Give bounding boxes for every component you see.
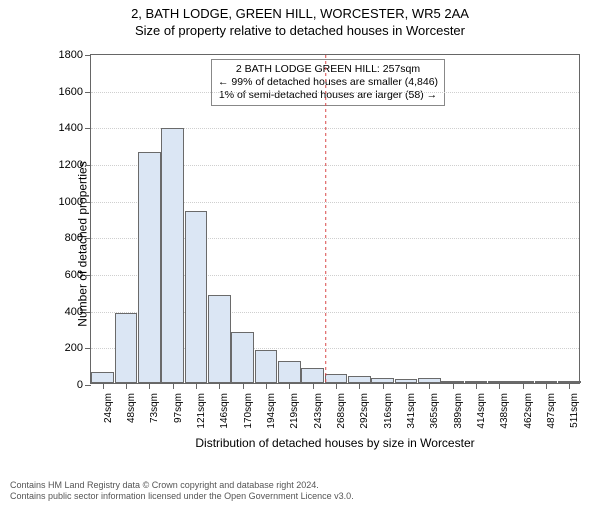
chart-title-line1: 2, BATH LODGE, GREEN HILL, WORCESTER, WR… — [0, 6, 600, 21]
x-tick — [383, 383, 384, 389]
chart-title-line2: Size of property relative to detached ho… — [0, 23, 600, 38]
x-tick-label: 121sqm — [196, 393, 207, 429]
x-tick-label: 341sqm — [406, 393, 417, 429]
y-tick-label: 1400 — [59, 122, 83, 134]
x-tick-label: 389sqm — [453, 393, 464, 429]
x-tick — [546, 383, 547, 389]
x-tick-label: 365sqm — [429, 393, 440, 429]
histogram-bar — [208, 295, 231, 383]
x-tick — [313, 383, 314, 389]
y-tick-label: 1800 — [59, 49, 83, 61]
x-tick-label: 48sqm — [126, 393, 137, 423]
credits-line2: Contains public sector information licen… — [10, 491, 354, 502]
histogram-bar — [91, 372, 114, 383]
y-tick — [85, 165, 91, 166]
annotation-line2: ← 99% of detached houses are smaller (4,… — [218, 76, 438, 89]
x-tick — [359, 383, 360, 389]
histogram-bar — [161, 128, 184, 383]
x-tick-label: 414sqm — [476, 393, 487, 429]
x-tick — [289, 383, 290, 389]
y-tick — [85, 312, 91, 313]
x-tick-label: 146sqm — [219, 393, 230, 429]
x-tick-label: 292sqm — [359, 393, 370, 429]
x-tick — [219, 383, 220, 389]
y-tick-label: 1000 — [59, 196, 83, 208]
x-tick — [173, 383, 174, 389]
x-tick — [453, 383, 454, 389]
x-tick — [266, 383, 267, 389]
histogram-bar — [231, 332, 254, 383]
histogram-bar — [255, 350, 278, 383]
x-tick — [196, 383, 197, 389]
y-tick-label: 400 — [65, 306, 83, 318]
x-tick-label: 194sqm — [266, 393, 277, 429]
x-tick — [499, 383, 500, 389]
annotation-line1: 2 BATH LODGE GREEN HILL: 257sqm — [218, 63, 438, 76]
y-tick-label: 1600 — [59, 86, 83, 98]
histogram-bar — [301, 368, 324, 383]
plot-region: 2 BATH LODGE GREEN HILL: 257sqm ← 99% of… — [90, 54, 580, 384]
x-tick-label: 438sqm — [499, 393, 510, 429]
histogram-bar — [325, 374, 348, 383]
x-tick-label: 219sqm — [289, 393, 300, 429]
y-tick-label: 800 — [65, 232, 83, 244]
x-tick — [476, 383, 477, 389]
histogram-bar — [278, 361, 301, 383]
x-tick — [336, 383, 337, 389]
x-tick-label: 73sqm — [149, 393, 160, 423]
x-tick — [569, 383, 570, 389]
x-tick-label: 170sqm — [243, 393, 254, 429]
x-tick-label: 97sqm — [173, 393, 184, 423]
chart-area: Number of detached properties 2 BATH LOD… — [60, 54, 580, 434]
x-axis-label: Distribution of detached houses by size … — [90, 436, 580, 450]
y-tick — [85, 202, 91, 203]
x-tick-label: 316sqm — [383, 393, 394, 429]
y-tick — [85, 92, 91, 93]
histogram-bar — [185, 211, 208, 383]
gridline — [91, 92, 579, 93]
x-tick-label: 243sqm — [313, 393, 324, 429]
x-tick-label: 24sqm — [103, 393, 114, 423]
x-tick — [429, 383, 430, 389]
y-tick-label: 1200 — [59, 159, 83, 171]
credits-block: Contains HM Land Registry data © Crown c… — [10, 480, 354, 502]
x-tick — [523, 383, 524, 389]
histogram-bar — [348, 376, 371, 383]
x-tick — [149, 383, 150, 389]
x-tick-label: 268sqm — [336, 393, 347, 429]
y-tick — [85, 238, 91, 239]
x-tick — [126, 383, 127, 389]
y-tick-label: 600 — [65, 269, 83, 281]
y-tick — [85, 275, 91, 276]
x-tick — [103, 383, 104, 389]
y-tick-label: 200 — [65, 342, 83, 354]
x-tick-label: 487sqm — [546, 393, 557, 429]
y-tick-label: 0 — [77, 379, 83, 391]
credits-line1: Contains HM Land Registry data © Crown c… — [10, 480, 354, 491]
histogram-bar — [115, 313, 138, 383]
y-tick — [85, 55, 91, 56]
y-tick — [85, 348, 91, 349]
y-tick — [85, 385, 91, 386]
x-tick — [243, 383, 244, 389]
annotation-box: 2 BATH LODGE GREEN HILL: 257sqm ← 99% of… — [211, 59, 445, 106]
histogram-bar — [138, 152, 161, 383]
x-tick — [406, 383, 407, 389]
x-tick-label: 462sqm — [523, 393, 534, 429]
y-tick — [85, 128, 91, 129]
x-tick-label: 511sqm — [569, 393, 580, 428]
